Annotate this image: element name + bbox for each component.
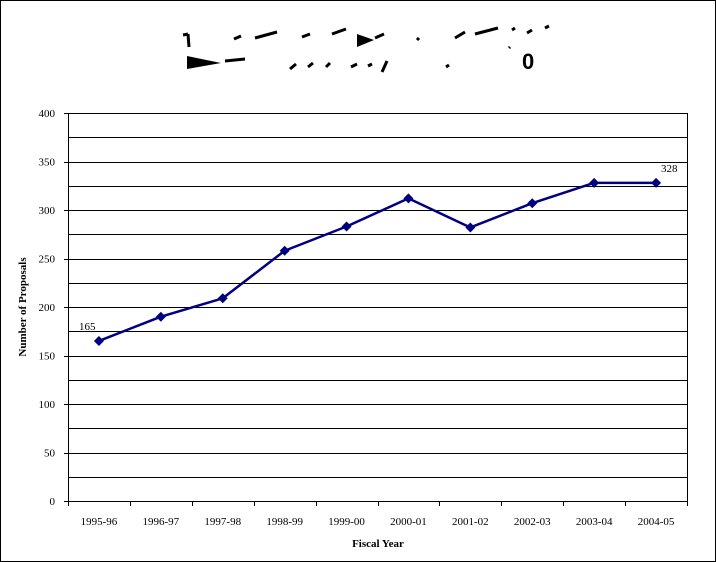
y-axis-title: Number of Proposals xyxy=(17,257,29,357)
y-tick-label: 100 xyxy=(39,399,56,411)
y-tick-label: 0 xyxy=(50,496,56,508)
data-point xyxy=(465,222,476,233)
obscured-title-marks: 0 xyxy=(182,24,550,74)
x-tick-label: 2003-04 xyxy=(576,516,613,528)
x-tick-label: 2001-02 xyxy=(452,516,489,528)
data-point xyxy=(279,245,290,256)
data-point xyxy=(403,193,414,204)
x-axis-title: Fiscal Year xyxy=(352,538,404,550)
gridlines xyxy=(68,113,688,501)
x-axis-ticks: 1995-96 1996-97 1997-98 1998-99 1999-00 2000-… xyxy=(68,501,688,528)
x-tick-label: 2000-01 xyxy=(390,516,427,528)
data-point xyxy=(93,335,104,346)
y-tick-label: 200 xyxy=(39,302,56,314)
data-label: 328 xyxy=(661,163,678,175)
y-tick-label: 350 xyxy=(39,157,56,169)
y-tick-label: 400 xyxy=(39,108,56,120)
y-tick-label: 250 xyxy=(39,254,56,266)
data-point xyxy=(341,221,352,232)
data-point xyxy=(155,311,166,322)
x-tick-label: 1997-98 xyxy=(204,516,241,528)
y-tick-label: 150 xyxy=(39,351,56,363)
series-line xyxy=(98,181,657,343)
y-axis-ticks: 0 50 100 150 200 250 300 350 400 xyxy=(39,108,68,508)
x-tick-label: 2002-03 xyxy=(514,516,551,528)
axes xyxy=(68,113,688,502)
series-group xyxy=(93,177,662,346)
x-tick-label: 2004-05 xyxy=(638,516,675,528)
svg-text:0: 0 xyxy=(522,49,534,74)
x-tick-label: 1996-97 xyxy=(143,516,180,528)
x-tick-label: 1995-96 xyxy=(81,516,118,528)
x-tick-label: 1999-00 xyxy=(328,516,365,528)
data-label: 165 xyxy=(79,321,96,333)
x-tick-label: 1998-99 xyxy=(266,516,303,528)
y-tick-label: 300 xyxy=(39,205,56,217)
data-point xyxy=(589,177,600,188)
y-tick-label: 50 xyxy=(44,448,56,460)
data-point xyxy=(527,198,538,209)
data-point xyxy=(217,293,228,304)
data-point xyxy=(651,177,662,188)
data-labels: 165 328 xyxy=(79,163,678,333)
